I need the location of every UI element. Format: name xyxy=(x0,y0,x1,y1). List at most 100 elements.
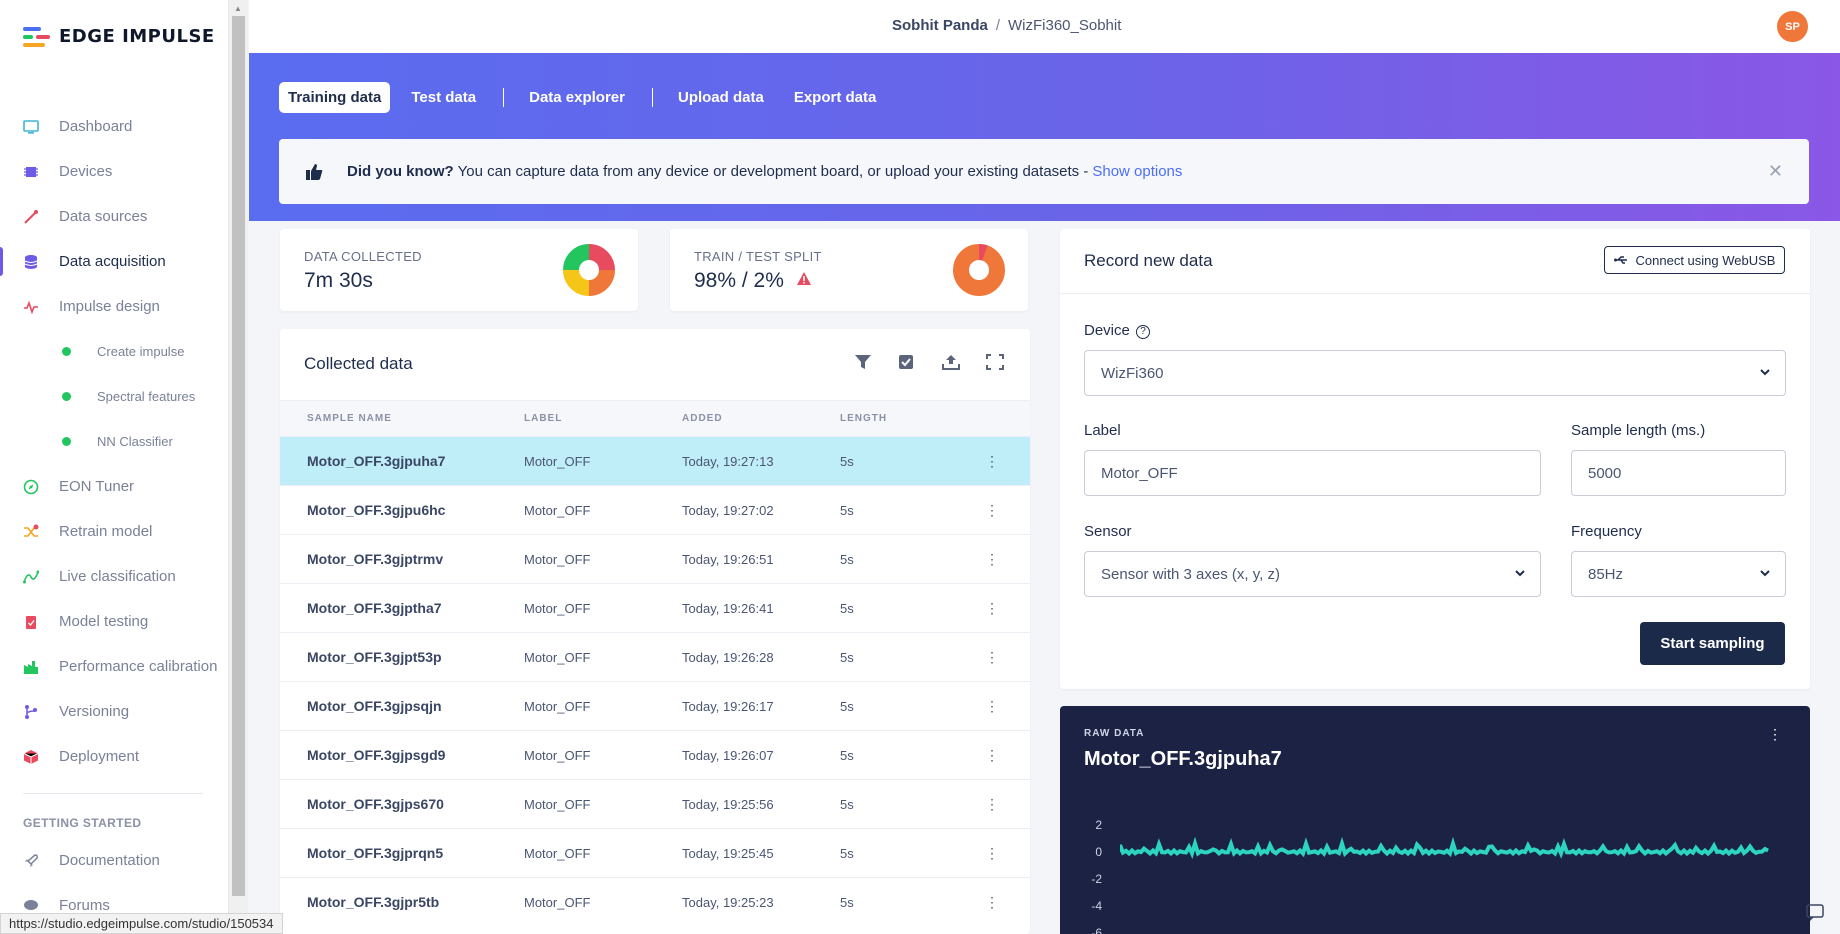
chat-icon[interactable] xyxy=(1806,904,1824,922)
monitor-icon xyxy=(23,119,39,135)
upload-icon[interactable] xyxy=(942,354,960,370)
select-checkbox-icon[interactable] xyxy=(898,354,916,370)
record-panel: Record new data Device ? WizFi360 Label … xyxy=(1060,229,1810,689)
sidebar-item-deployment[interactable]: Deployment xyxy=(0,734,229,779)
table-row[interactable]: Motor_OFF.3gjpsgd9 Motor_OFF Today, 19:2… xyxy=(280,730,1030,779)
table-row[interactable]: Motor_OFF.3gjps670 Motor_OFF Today, 19:2… xyxy=(280,779,1030,828)
sidebar-item-data-acquisition[interactable]: Data acquisition xyxy=(0,239,229,284)
table-row[interactable]: Motor_OFF.3gjptha7 Motor_OFF Today, 19:2… xyxy=(280,583,1030,632)
sample-name[interactable]: Motor_OFF.3gjptha7 xyxy=(307,600,442,616)
sidebar-item-create-impulse[interactable]: Create impulse xyxy=(0,329,229,374)
sidebar-item-label: NN Classifier xyxy=(97,434,173,449)
row-menu-icon[interactable]: ⋮ xyxy=(985,746,999,763)
show-options-link[interactable]: Show options xyxy=(1092,163,1183,180)
sample-length: 5s xyxy=(840,551,854,567)
row-menu-icon[interactable]: ⋮ xyxy=(985,648,999,665)
sidebar-nav: Dashboard Devices Data sources Data acquisi… xyxy=(0,104,229,928)
row-menu-icon[interactable]: ⋮ xyxy=(985,452,999,469)
sample-label: Motor_OFF xyxy=(524,747,591,763)
sidebar-scrollbar[interactable]: ▲ xyxy=(229,0,248,934)
sidebar-item-forums[interactable]: Forums xyxy=(0,883,229,928)
y-tick: -4 xyxy=(1091,899,1102,913)
sidebar-item-devices[interactable]: Devices xyxy=(0,149,229,194)
col-length[interactable]: LENGTH xyxy=(840,413,888,424)
table-row[interactable]: Motor_OFF.3gjpsqjn Motor_OFF Today, 19:2… xyxy=(280,681,1030,730)
tab-export-data[interactable]: Export data xyxy=(793,89,877,106)
brand-logo[interactable]: EDGE IMPULSE xyxy=(23,26,215,47)
tab-test-data[interactable]: Test data xyxy=(411,89,477,106)
sidebar-item-label: Retrain model xyxy=(59,523,153,540)
sidebar-divider xyxy=(23,793,203,794)
avatar[interactable]: SP xyxy=(1777,11,1808,42)
table-row[interactable]: Motor_OFF.3gjpt53p Motor_OFF Today, 19:2… xyxy=(280,632,1030,681)
data-collected-card: DATA COLLECTED 7m 30s xyxy=(280,229,638,311)
sidebar-item-model-testing[interactable]: Model testing xyxy=(0,599,229,644)
sidebar-item-nn-classifier[interactable]: NN Classifier xyxy=(0,419,229,464)
row-menu-icon[interactable]: ⋮ xyxy=(985,795,999,812)
sidebar-item-retrain-model[interactable]: Retrain model xyxy=(0,509,229,554)
help-icon[interactable]: ? xyxy=(1136,324,1151,339)
clipboard-icon xyxy=(23,614,39,630)
tab-data-explorer[interactable]: Data explorer xyxy=(529,89,625,106)
tab-training-data[interactable]: Training data xyxy=(279,82,391,113)
sidebar-item-spectral-features[interactable]: Spectral features xyxy=(0,374,229,419)
start-sampling-button[interactable]: Start sampling xyxy=(1640,622,1785,665)
sidebar-item-data-sources[interactable]: Data sources xyxy=(0,194,229,239)
sample-length-value: 5000 xyxy=(1588,464,1622,482)
col-sample-name[interactable]: SAMPLE NAME xyxy=(307,413,392,424)
filter-icon[interactable] xyxy=(854,354,872,370)
sidebar-item-eon-tuner[interactable]: EON Tuner xyxy=(0,464,229,509)
sidebar-item-impulse-design[interactable]: Impulse design xyxy=(0,284,229,329)
expand-icon[interactable] xyxy=(986,354,1004,370)
col-added[interactable]: ADDED xyxy=(682,413,723,424)
device-select[interactable]: WizFi360 xyxy=(1084,350,1786,396)
sample-name[interactable]: Motor_OFF.3gjpsqjn xyxy=(307,698,442,714)
row-menu-icon[interactable]: ⋮ xyxy=(985,501,999,518)
warning-icon[interactable] xyxy=(796,271,812,286)
sample-length-input[interactable]: 5000 xyxy=(1571,450,1786,496)
sample-name[interactable]: Motor_OFF.3gjps670 xyxy=(307,796,444,812)
raw-data-panel: RAW DATA Motor_OFF.3gjpuha7 ⋮ 2 0 -2 -4 … xyxy=(1060,706,1810,934)
sidebar-item-versioning[interactable]: Versioning xyxy=(0,689,229,734)
wand-icon xyxy=(23,209,39,225)
row-menu-icon[interactable]: ⋮ xyxy=(985,893,999,910)
table-row[interactable]: Motor_OFF.3gjpuha7 Motor_OFF Today, 19:2… xyxy=(280,436,1030,485)
tab-upload-data[interactable]: Upload data xyxy=(677,89,764,106)
scroll-thumb[interactable] xyxy=(232,16,245,896)
thumbs-up-icon xyxy=(306,163,323,180)
sidebar-item-documentation[interactable]: Documentation xyxy=(0,838,229,883)
sample-name[interactable]: Motor_OFF.3gjpt53p xyxy=(307,649,442,665)
sample-name[interactable]: Motor_OFF.3gjpsgd9 xyxy=(307,747,446,763)
device-label-text: Device xyxy=(1084,322,1130,339)
sample-name[interactable]: Motor_OFF.3gjpu6hc xyxy=(307,502,446,518)
row-menu-icon[interactable]: ⋮ xyxy=(985,697,999,714)
sample-name[interactable]: Motor_OFF.3gjpr5tb xyxy=(307,894,440,910)
frequency-select[interactable]: 85Hz xyxy=(1571,551,1786,597)
table-row[interactable]: Motor_OFF.3gjprqn5 Motor_OFF Today, 19:2… xyxy=(280,828,1030,877)
breadcrumb-project[interactable]: WizFi360_Sobhit xyxy=(1008,17,1122,34)
device-select-value: WizFi360 xyxy=(1101,364,1164,382)
table-row[interactable]: Motor_OFF.3gjpu6hc Motor_OFF Today, 19:2… xyxy=(280,485,1030,534)
label-input[interactable]: Motor_OFF xyxy=(1084,450,1541,496)
graph-icon xyxy=(23,569,39,585)
sidebar-item-dashboard[interactable]: Dashboard xyxy=(0,104,229,149)
row-menu-icon[interactable]: ⋮ xyxy=(985,844,999,861)
sample-name[interactable]: Motor_OFF.3gjptrmv xyxy=(307,551,444,567)
sample-name[interactable]: Motor_OFF.3gjpuha7 xyxy=(307,453,446,469)
row-menu-icon[interactable]: ⋮ xyxy=(985,599,999,616)
table-row[interactable]: Motor_OFF.3gjpr5tb Motor_OFF Today, 19:2… xyxy=(280,877,1030,926)
sample-name[interactable]: Motor_OFF.3gjprqn5 xyxy=(307,845,444,861)
raw-menu-icon[interactable]: ⋮ xyxy=(1768,726,1782,742)
row-menu-icon[interactable]: ⋮ xyxy=(985,550,999,567)
table-row[interactable]: Motor_OFF.3gjptrmv Motor_OFF Today, 19:2… xyxy=(280,534,1030,583)
breadcrumb-user[interactable]: Sobhit Panda xyxy=(892,17,988,34)
factory-icon xyxy=(23,659,39,675)
close-icon[interactable]: ✕ xyxy=(1767,161,1783,181)
sample-length: 5s xyxy=(840,894,854,910)
sensor-select[interactable]: Sensor with 3 axes (x, y, z) xyxy=(1084,551,1541,597)
sidebar-item-performance-calibration[interactable]: Performance calibration xyxy=(0,644,229,689)
connect-webusb-button[interactable]: Connect using WebUSB xyxy=(1604,246,1785,274)
scroll-up-icon[interactable]: ▲ xyxy=(234,4,242,13)
sidebar-item-live-classification[interactable]: Live classification xyxy=(0,554,229,599)
col-label[interactable]: LABEL xyxy=(524,413,563,424)
